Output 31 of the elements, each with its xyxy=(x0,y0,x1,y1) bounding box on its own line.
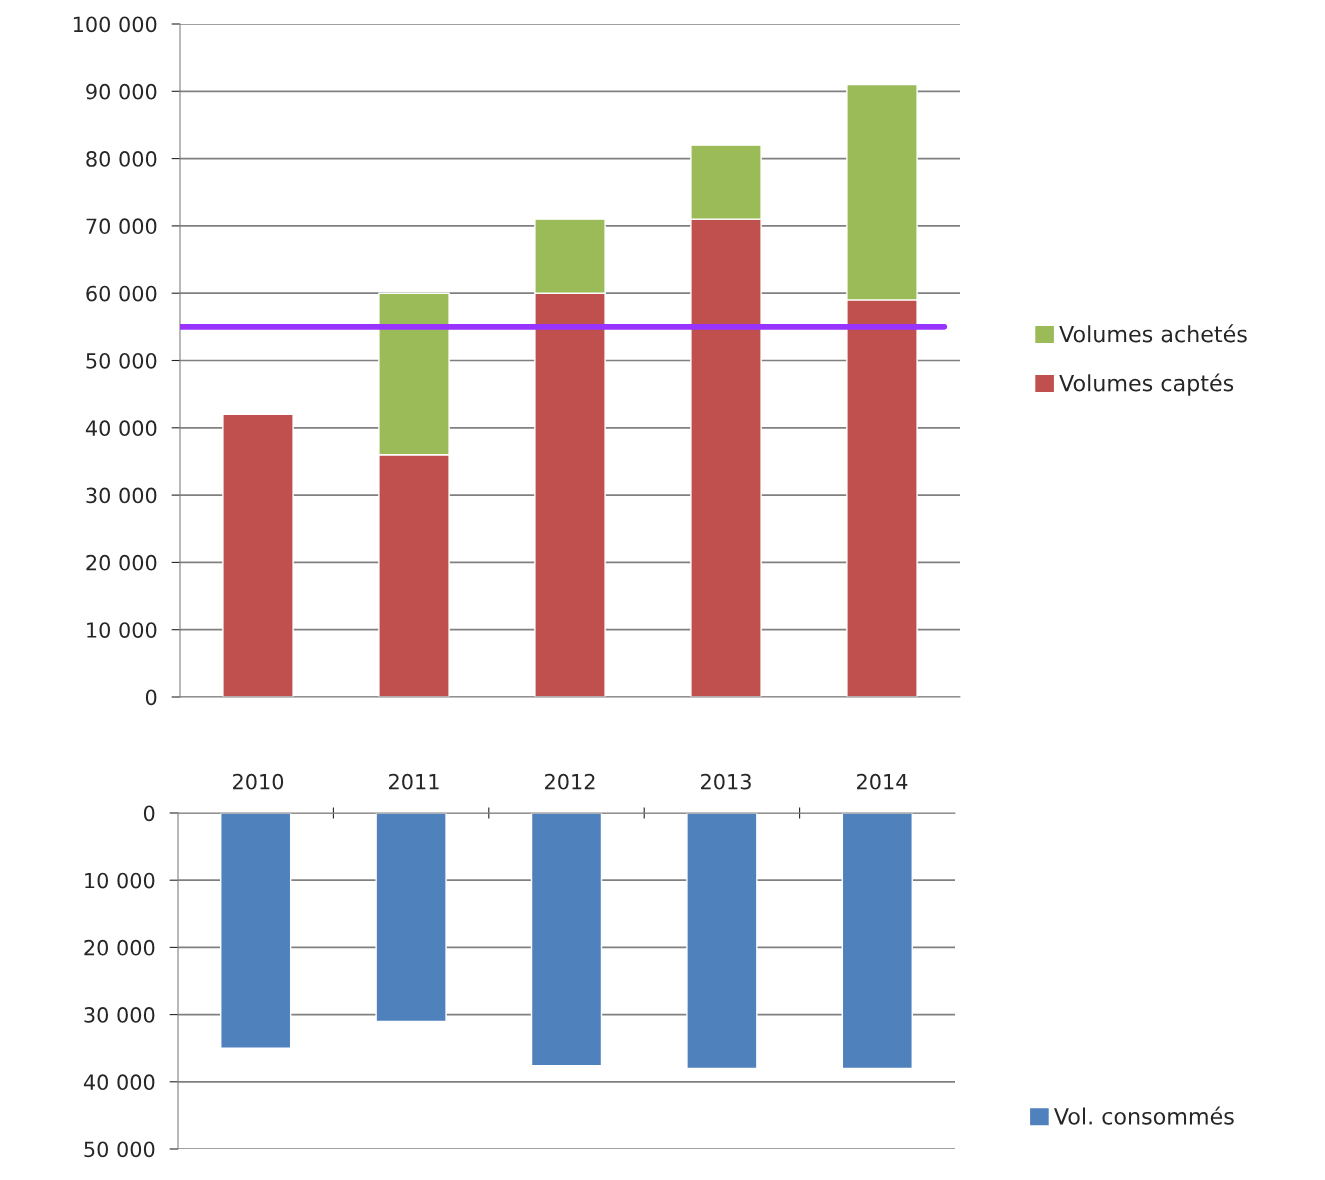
x-tick-label: 2010 xyxy=(233,773,284,790)
legend-label: Volumes captés xyxy=(1059,373,1234,396)
y-tick-label: 30 000 xyxy=(84,1007,155,1023)
bar xyxy=(222,413,294,697)
y-tick-label: 10 000 xyxy=(85,872,155,889)
x-tick-label: 2014 xyxy=(857,773,908,790)
y-tick-label: 40 000 xyxy=(85,420,157,437)
legend-label: Vol. consommés xyxy=(1054,1106,1234,1125)
bar xyxy=(686,813,758,1070)
x-tick-label: 2012 xyxy=(545,773,595,790)
y-tick-label: 90 000 xyxy=(86,83,157,100)
bar xyxy=(375,813,447,1023)
legend-label: Volumes achetés xyxy=(1059,324,1247,343)
y-tick-label: 60 000 xyxy=(86,285,157,302)
y-tick-label: 30 000 xyxy=(86,487,157,504)
y-tick-label: 100 000 xyxy=(73,16,157,33)
x-tick-label: 2011 xyxy=(389,773,439,790)
y-tick-label: 0 xyxy=(143,805,155,822)
y-tick-label: 10 000 xyxy=(87,622,157,638)
y-tick-label: 50 000 xyxy=(86,352,157,369)
x-tick-label: 2013 xyxy=(701,773,751,790)
y-tick-label: 70 000 xyxy=(86,218,157,235)
y-tick-label: 0 xyxy=(145,689,157,706)
y-tick-label: 20 000 xyxy=(86,554,157,571)
y-tick-label: 40 000 xyxy=(83,1074,155,1091)
bar xyxy=(530,813,603,1067)
bar xyxy=(841,813,913,1070)
bar xyxy=(220,813,292,1049)
y-tick-label: 50 000 xyxy=(84,1141,155,1158)
y-tick-label: 20 000 xyxy=(84,939,155,956)
y-tick-label: 80 000 xyxy=(86,151,157,167)
